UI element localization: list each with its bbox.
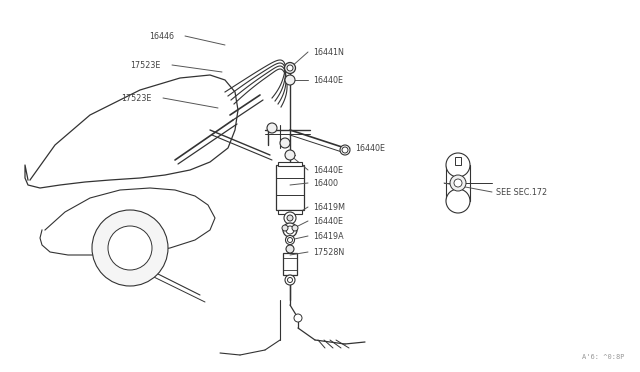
Text: 16440E: 16440E <box>355 144 385 153</box>
Bar <box>276 165 304 210</box>
Circle shape <box>286 226 294 234</box>
Bar <box>278 210 302 214</box>
Circle shape <box>342 147 348 153</box>
Text: 16441N: 16441N <box>313 48 344 57</box>
Text: 17523E: 17523E <box>131 61 161 70</box>
Circle shape <box>283 223 297 237</box>
Circle shape <box>280 138 290 148</box>
Circle shape <box>287 278 292 282</box>
Circle shape <box>450 175 466 191</box>
Text: A'6: ^0:8P: A'6: ^0:8P <box>582 354 625 360</box>
Circle shape <box>454 179 462 187</box>
Circle shape <box>287 65 293 71</box>
Circle shape <box>267 123 277 133</box>
Bar <box>278 162 302 166</box>
Circle shape <box>284 212 296 224</box>
Circle shape <box>285 75 295 85</box>
Text: SEE SEC.172: SEE SEC.172 <box>496 187 547 196</box>
Circle shape <box>108 226 152 270</box>
Circle shape <box>446 153 470 177</box>
Circle shape <box>446 189 470 213</box>
Circle shape <box>287 237 292 243</box>
Text: 16440E: 16440E <box>313 217 343 225</box>
Text: 17523E: 17523E <box>122 93 152 103</box>
Text: 16419A: 16419A <box>313 231 344 241</box>
Circle shape <box>92 210 168 286</box>
Bar <box>446 165 470 201</box>
Circle shape <box>285 150 295 160</box>
Circle shape <box>285 62 296 74</box>
Circle shape <box>340 145 350 155</box>
Bar <box>283 253 297 275</box>
Text: 17528N: 17528N <box>313 247 344 257</box>
Circle shape <box>285 235 294 244</box>
Circle shape <box>287 215 293 221</box>
Circle shape <box>292 225 298 231</box>
Text: 16419M: 16419M <box>313 202 345 212</box>
Circle shape <box>294 314 302 322</box>
Text: 16440E: 16440E <box>313 166 343 174</box>
Circle shape <box>285 275 295 285</box>
Bar <box>455 157 461 165</box>
Circle shape <box>282 225 288 231</box>
Text: 16446: 16446 <box>149 32 174 41</box>
Circle shape <box>286 245 294 253</box>
Text: 16440E: 16440E <box>313 76 343 84</box>
Text: 16400: 16400 <box>313 179 338 187</box>
